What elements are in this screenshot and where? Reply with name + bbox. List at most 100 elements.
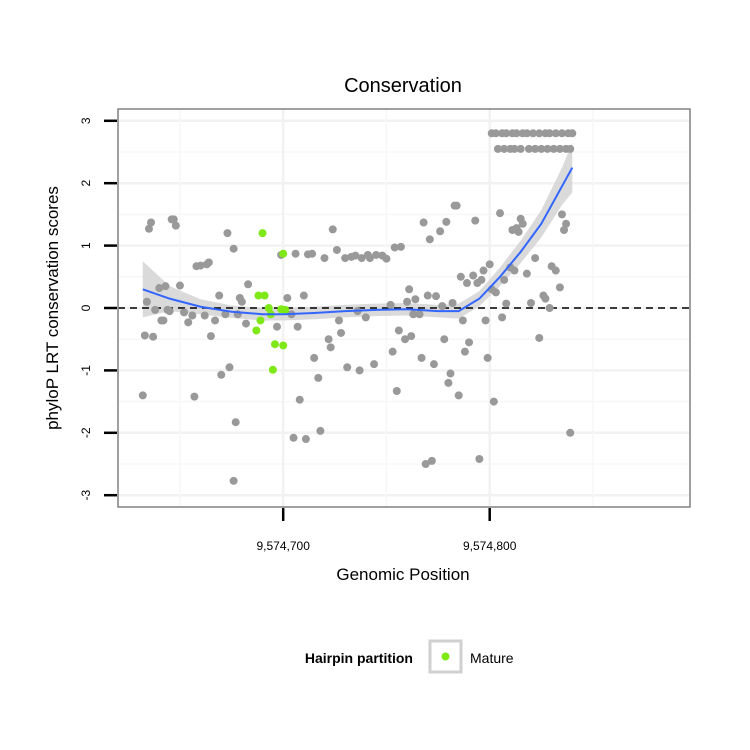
data-point <box>188 311 197 320</box>
data-point <box>415 310 424 319</box>
data-point <box>184 318 193 327</box>
data-point <box>421 460 430 469</box>
mature-point <box>279 249 288 258</box>
mature-point <box>260 291 269 300</box>
data-point <box>244 280 253 289</box>
data-point <box>273 322 282 331</box>
data-point <box>394 326 403 335</box>
data-point <box>551 266 560 275</box>
data-point <box>175 281 184 290</box>
data-point <box>161 282 170 291</box>
data-point <box>510 144 519 153</box>
data-point <box>140 331 149 340</box>
legend-key-mature-point <box>441 652 450 661</box>
data-point <box>147 218 156 227</box>
data-point <box>326 343 335 352</box>
data-point <box>229 476 238 485</box>
x-tick-label: 9,574,700 <box>257 539 311 553</box>
data-point <box>516 144 525 153</box>
data-point <box>477 275 486 284</box>
y-tick-label: 3 <box>79 117 93 124</box>
data-point <box>562 219 571 228</box>
data-point <box>475 455 484 464</box>
data-point <box>407 332 416 341</box>
data-point <box>531 254 540 263</box>
data-point <box>458 316 467 325</box>
data-point <box>423 291 432 300</box>
data-point <box>372 250 381 259</box>
data-point <box>498 313 507 322</box>
data-point <box>417 353 426 362</box>
data-point <box>531 144 540 153</box>
mature-point <box>258 229 267 238</box>
data-point <box>526 299 535 308</box>
data-point <box>485 260 494 269</box>
data-point <box>229 244 238 253</box>
data-point <box>522 269 531 278</box>
data-point <box>337 328 346 337</box>
data-point <box>299 291 308 300</box>
data-point <box>155 284 164 293</box>
data-point <box>465 338 474 347</box>
data-point <box>295 395 304 404</box>
data-point <box>149 332 158 341</box>
data-point <box>438 302 447 311</box>
data-point <box>403 297 412 306</box>
data-point <box>500 275 509 284</box>
data-point <box>481 316 490 325</box>
data-point <box>462 279 471 288</box>
data-point <box>560 225 569 234</box>
data-point <box>301 435 310 444</box>
data-point <box>211 316 220 325</box>
data-point <box>215 291 224 300</box>
data-point <box>419 218 428 227</box>
data-point <box>568 129 577 138</box>
legend: Hairpin partition Mature <box>305 639 514 674</box>
data-point <box>405 285 414 294</box>
data-point <box>357 254 366 263</box>
data-point <box>206 332 215 341</box>
data-point <box>551 129 560 138</box>
data-point <box>196 261 205 270</box>
data-point <box>432 292 441 301</box>
mature-point <box>252 326 261 335</box>
data-point <box>341 254 350 263</box>
data-point <box>555 283 564 292</box>
data-point <box>522 129 531 138</box>
data-point <box>479 266 488 275</box>
data-point <box>320 254 329 263</box>
data-point <box>225 363 234 372</box>
data-point <box>500 144 509 153</box>
mature-point <box>268 365 277 374</box>
mature-point <box>270 340 279 349</box>
data-point <box>386 300 395 309</box>
mature-point <box>256 316 265 325</box>
data-point <box>502 129 511 138</box>
y-tick-label: -3 <box>79 490 93 501</box>
data-point <box>514 227 523 236</box>
data-point <box>138 391 147 400</box>
plot-panel <box>117 108 691 508</box>
y-axis: -3 -2 -1 0 1 2 3 <box>79 117 117 501</box>
data-point <box>545 304 554 312</box>
x-axis: 9,574,700 9,574,800 <box>257 508 517 553</box>
data-point <box>471 216 480 225</box>
y-tick-label: -1 <box>79 365 93 376</box>
data-point <box>545 129 554 138</box>
data-point <box>392 386 401 395</box>
data-point <box>491 129 500 138</box>
data-point <box>566 428 575 437</box>
data-point <box>535 129 544 138</box>
data-point <box>512 129 521 138</box>
data-point <box>543 144 552 153</box>
chart-title: Conservation <box>344 75 462 97</box>
legend-label-mature: Mature <box>470 650 514 666</box>
mature-point <box>281 305 290 314</box>
legend-title: Hairpin partition <box>305 650 413 666</box>
y-tick-label: 0 <box>79 304 93 311</box>
data-point <box>328 225 337 234</box>
data-point <box>440 335 449 344</box>
data-point <box>365 254 374 263</box>
data-point <box>151 305 160 314</box>
mature-point <box>279 341 288 350</box>
